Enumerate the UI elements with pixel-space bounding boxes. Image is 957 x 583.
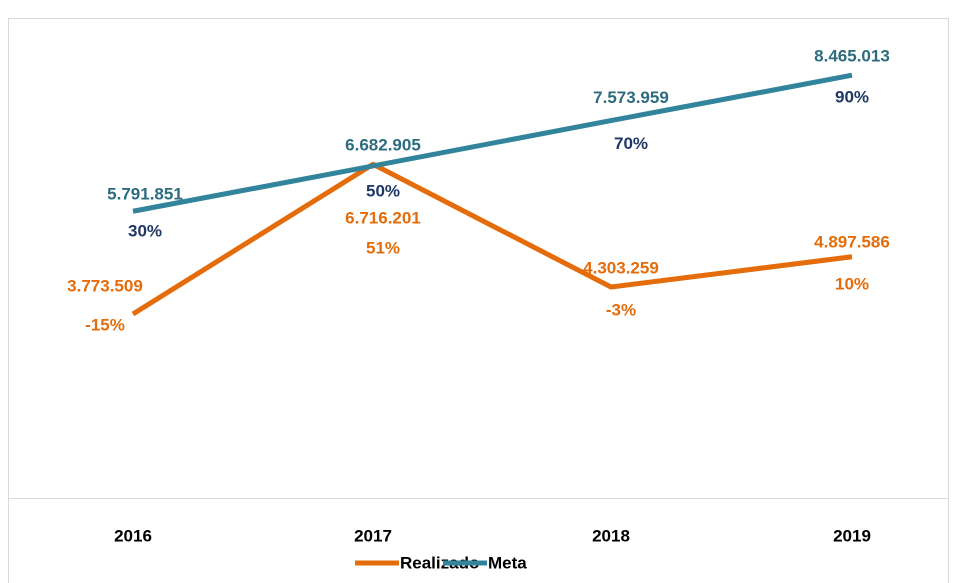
x-tick-label: 2016 xyxy=(114,526,152,545)
percent-label: -15% xyxy=(85,315,125,334)
x-tick-label: 2019 xyxy=(833,526,871,545)
legend-label: Realizado xyxy=(400,553,479,572)
value-label: 8.465.013 xyxy=(814,47,890,66)
value-label: 4.897.586 xyxy=(814,232,890,251)
percent-label: 51% xyxy=(366,239,400,258)
value-label: 6.682.905 xyxy=(345,135,421,154)
series-line xyxy=(131,161,853,317)
percent-label: 70% xyxy=(614,134,648,153)
percent-label: 90% xyxy=(835,88,869,107)
percent-label: 30% xyxy=(128,222,162,241)
value-label: 3.773.509 xyxy=(67,276,143,295)
x-tick-label: 2018 xyxy=(592,526,630,545)
chart-frame xyxy=(8,18,949,583)
percent-label: 10% xyxy=(835,274,869,293)
value-label: 5.791.851 xyxy=(107,185,183,204)
percent-label: -3% xyxy=(606,300,636,319)
percent-label: 50% xyxy=(366,181,400,200)
value-label: 4.303.259 xyxy=(583,258,659,277)
legend-label: Meta xyxy=(488,553,527,572)
value-label: 7.573.959 xyxy=(593,88,669,107)
series-line xyxy=(132,72,853,214)
x-tick-label: 2017 xyxy=(354,526,392,545)
value-label: 6.716.201 xyxy=(345,209,421,228)
